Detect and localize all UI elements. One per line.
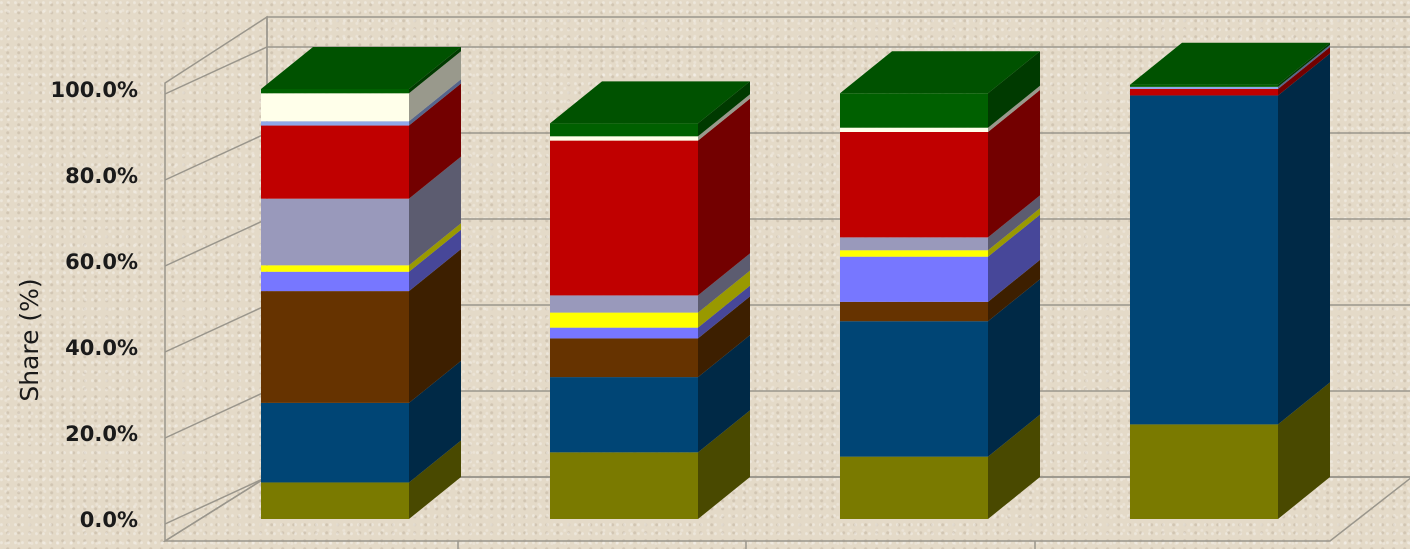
bar-segment [1130,86,1278,89]
bar-segment [261,265,409,272]
bar-segment-side [409,229,461,292]
bar-segment [840,93,988,128]
bar-segment [261,482,409,519]
y-tick-label: 80.0% [65,164,138,188]
bar-segment-side [698,94,750,141]
floor [162,476,1410,542]
bar-segment [550,452,698,519]
y-tick-labels: 0.0% 20.0% 40.0% 60.0% 80.0% 100.0% [51,78,138,532]
bar-segment-side [698,98,750,296]
bar-segment-side [988,85,1040,132]
bar-segment [261,125,409,199]
bar-segment [840,132,988,238]
bar-stack [261,47,461,519]
bar-segment [840,301,988,322]
bar-stack [1130,42,1330,519]
bar-segment-side [1278,53,1330,425]
bar-segment [840,321,988,457]
bar-stack [840,51,1040,519]
bar-segment [550,136,698,141]
bar-segment [261,198,409,266]
bar-segment [550,140,698,296]
bar-segment [550,338,698,378]
bar-segment-side [988,195,1040,251]
bar-segment [840,250,988,257]
bar-top [1130,42,1330,85]
bar-segment-side [409,47,461,94]
bar-segment [1130,89,1278,96]
bar-segment-side [1278,382,1330,519]
bar-segment [261,402,409,483]
bar-segment [1130,424,1278,519]
bar-segment [550,295,698,313]
bar-segment-side [409,79,461,126]
bar-segment-side [409,223,461,272]
bar-top [261,47,461,89]
bar-segment-side [988,90,1040,238]
bar-segment-side [988,208,1040,257]
bar-segment [840,127,988,132]
bar-segment [550,327,698,339]
bar-segment [261,93,409,122]
bar-segment-side [988,279,1040,457]
bar-segment [261,89,409,94]
side-wall [164,15,268,543]
y-tick-label: 60.0% [65,250,138,274]
bar-segment-side [988,259,1040,322]
y-tick-label: 20.0% [65,422,138,446]
bar-segment-side [409,360,461,483]
bar-segment [550,377,698,453]
bar-segment-side [409,83,461,199]
bar-segment [1130,84,1278,87]
bar-segment-side [1278,47,1330,96]
y-tick-label: 40.0% [65,336,138,360]
bar-top [550,81,750,124]
bar-segment [840,456,988,519]
bar-segment [1130,95,1278,425]
bar-segment-side [988,51,1040,128]
bar-segment-side [409,249,461,403]
bar-segment-side [698,285,750,339]
bar-segment [261,291,409,403]
bar-segment [840,256,988,302]
bar-segment-side [698,335,750,453]
bar-segment [550,312,698,328]
bar-segment-side [698,410,750,519]
y-tick-label: 0.0% [80,508,138,532]
bar-segment [261,121,409,126]
bar-top [840,51,1040,94]
bar-stack [550,81,750,519]
gridline [164,46,1410,95]
bar-segment [261,271,409,292]
bar-segment-side [409,156,461,266]
bar-segment [550,123,698,137]
bar-segment-side [988,214,1040,302]
bar-segment-side [988,414,1040,519]
y-tick-label: 100.0% [51,78,138,102]
bar-segment-side [409,51,461,122]
bars [261,42,1330,519]
bar-segment-side [698,270,750,328]
bar-segment-side [698,81,750,137]
bar-segment [840,237,988,251]
bar-segment-side [409,440,461,519]
y-axis-label: Share (%) [15,278,44,401]
bar-segment-side [698,253,750,313]
bar-segment-side [1278,42,1330,87]
bar-segment-side [1278,44,1330,89]
bar-segment-side [698,296,750,378]
